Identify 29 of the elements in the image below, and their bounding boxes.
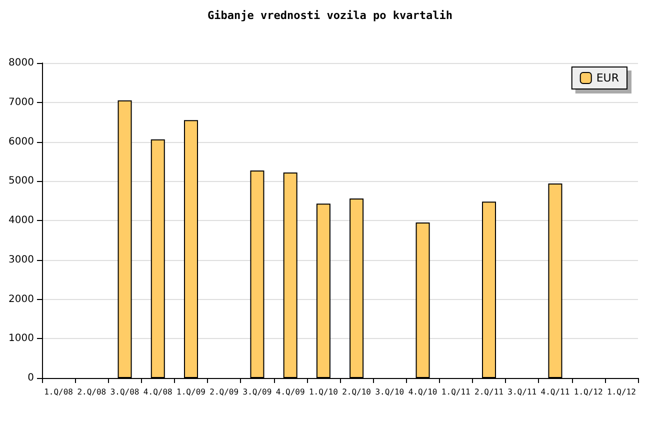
x-tick-label: 2.Q/09 <box>210 388 239 396</box>
y-tick-label: 0 <box>28 372 34 384</box>
x-tick-label: 1.Q/12 <box>574 388 603 396</box>
y-tick-label: 4000 <box>8 215 34 226</box>
x-tick-label: 1.Q/10 <box>308 388 338 396</box>
x-tick-label: 2.Q/10 <box>342 388 372 396</box>
y-tick-label: 2000 <box>8 294 34 305</box>
x-tick-label: 4.Q/10 <box>408 388 438 396</box>
chart-title: Gibanje vrednosti vozila po kvartalih <box>207 9 453 22</box>
legend-label: EUR <box>596 72 620 84</box>
y-tick-label: 7000 <box>8 96 34 108</box>
x-tick-label: 3.Q/10 <box>375 388 404 396</box>
x-tick-label: 3.Q/09 <box>242 388 272 396</box>
x-tick-label: 2.Q/08 <box>77 388 106 396</box>
x-tick-label: 3.Q/08 <box>110 388 140 396</box>
y-tick-label: 6000 <box>8 136 34 148</box>
y-tick-label: 1000 <box>8 333 34 344</box>
x-tick-label: 2.Q/11 <box>474 388 504 396</box>
y-tick-label: 5000 <box>8 176 34 187</box>
x-tick-label: 4.Q/09 <box>276 388 305 396</box>
x-tick-label: 4.Q/08 <box>143 388 173 396</box>
x-tick-label: 1.Q/08 <box>44 388 74 396</box>
x-tick-label: 4.Q/11 <box>540 388 570 396</box>
x-tick-label: 1.Q/09 <box>176 388 206 396</box>
x-tick-label: 1.Q/12 <box>606 388 636 396</box>
y-tick-label: 3000 <box>8 254 34 266</box>
y-tick-label: 8000 <box>8 58 34 68</box>
x-tick-label: 1.Q/11 <box>441 388 471 396</box>
x-tick-label: 3.Q/11 <box>508 388 537 396</box>
